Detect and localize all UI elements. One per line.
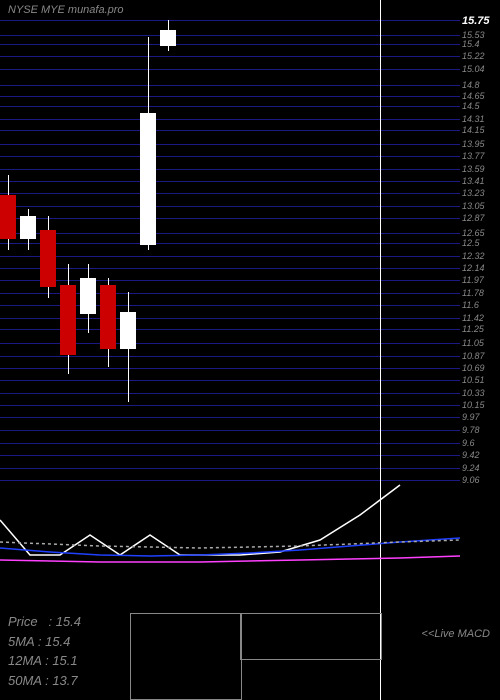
info-12ma: 12MA : 15.1: [8, 651, 81, 671]
price-level-label: 10.15: [462, 400, 498, 410]
price-level-label: 15.22: [462, 51, 498, 61]
price-level-label: 14.8: [462, 80, 498, 90]
candle: [120, 20, 136, 480]
price-level-label: 15.4: [462, 39, 498, 49]
price-level-label: 9.97: [462, 412, 498, 422]
info-50ma: 50MA : 13.7: [8, 671, 81, 691]
candle: [0, 20, 16, 480]
chart-container: NYSE MYE munafa.pro 15.7515.5315.415.221…: [0, 0, 500, 700]
price-level-label: 9.78: [462, 425, 498, 435]
candle: [80, 20, 96, 480]
price-level-label: 11.05: [462, 338, 498, 348]
price-level-label: 13.05: [462, 201, 498, 211]
candle: [40, 20, 56, 480]
candle: [60, 20, 76, 480]
price-level-label: 9.42: [462, 450, 498, 460]
info-price: Price : 15.4: [8, 612, 81, 632]
price-level-label: 13.95: [462, 139, 498, 149]
price-level-label: 14.65: [462, 91, 498, 101]
info-5ma: 5MA : 15.4: [8, 632, 81, 652]
price-level-label: 11.78: [462, 288, 498, 298]
box-2: [240, 613, 382, 660]
price-level-label: 13.77: [462, 151, 498, 161]
price-level-label: 11.42: [462, 313, 498, 323]
price-level-label: 13.23: [462, 188, 498, 198]
indicator-panel: [0, 480, 500, 600]
box-1: [130, 613, 242, 700]
price-level-label: 12.14: [462, 263, 498, 273]
candle: [20, 20, 36, 480]
price-level-label: 14.31: [462, 114, 498, 124]
price-level-label: 11.25: [462, 324, 498, 334]
price-level-label: 10.33: [462, 388, 498, 398]
price-level-label: 12.65: [462, 228, 498, 238]
price-level-label: 14.5: [462, 101, 498, 111]
ticker-header: NYSE MYE munafa.pro: [8, 4, 124, 16]
price-level-label: 9.24: [462, 463, 498, 473]
price-level-label: 9.6: [462, 438, 498, 448]
price-level-label: 12.32: [462, 251, 498, 261]
price-level-label: 10.51: [462, 375, 498, 385]
candle: [140, 20, 156, 480]
price-chart: [0, 20, 460, 480]
price-level-label: 13.41: [462, 176, 498, 186]
price-level-label: 15.75: [462, 15, 498, 27]
price-level-label: 11.6: [462, 300, 498, 310]
macd-label: <<Live MACD: [422, 628, 490, 640]
price-level-label: 13.59: [462, 164, 498, 174]
info-panel: Price : 15.4 5MA : 15.4 12MA : 15.1 50MA…: [8, 612, 81, 690]
candle: [160, 20, 176, 480]
price-level-label: 14.15: [462, 125, 498, 135]
price-level-label: 10.87: [462, 351, 498, 361]
candle: [100, 20, 116, 480]
price-level-label: 10.69: [462, 363, 498, 373]
price-level-label: 12.87: [462, 213, 498, 223]
price-level-label: 12.5: [462, 238, 498, 248]
price-level-label: 15.04: [462, 64, 498, 74]
price-level-label: 11.97: [462, 275, 498, 285]
